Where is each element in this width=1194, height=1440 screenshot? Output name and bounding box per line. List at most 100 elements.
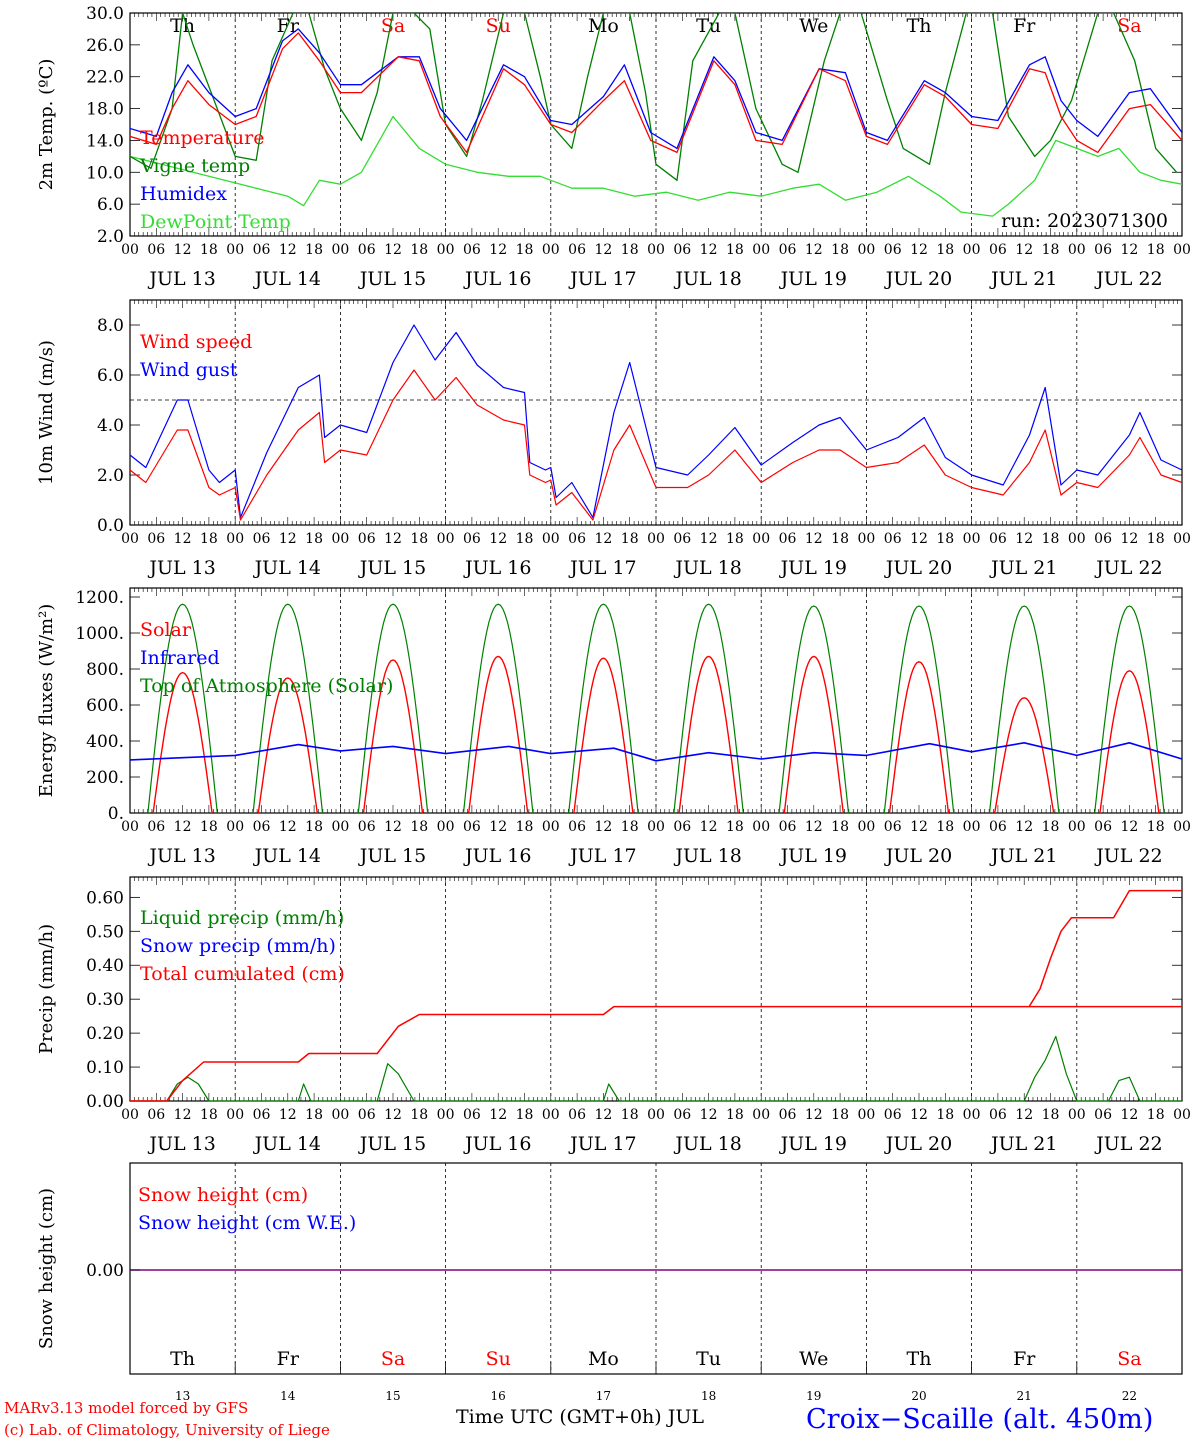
date-label: JUL 18: [673, 268, 741, 290]
hour-tick-label: 00: [437, 819, 455, 835]
station-name: Croix−Scaille (alt. 450m): [806, 1404, 1153, 1435]
hour-tick-label: 06: [568, 242, 586, 258]
hour-tick-label: 18: [516, 531, 534, 547]
hour-tick-label: 18: [936, 242, 954, 258]
date-label: JUL 14: [253, 1133, 321, 1155]
hour-tick-label: 06: [779, 819, 797, 835]
hour-tick-label: 06: [989, 531, 1007, 547]
y-tick-label: 0.40: [86, 956, 124, 976]
weekday-label: Fr: [1013, 1348, 1036, 1370]
day-number-label: 19: [806, 1389, 821, 1403]
series-humidex: [130, 28, 1182, 150]
date-label: JUL 18: [673, 845, 741, 867]
hour-tick-label: 00: [226, 242, 244, 258]
hour-tick-label: 00: [331, 819, 349, 835]
hour-tick-label: 18: [936, 819, 954, 835]
toa-solar-curve: [252, 603, 324, 814]
hour-tick-label: 00: [542, 242, 560, 258]
weekday-label: Sa: [381, 15, 405, 37]
hour-tick-label: 18: [410, 819, 428, 835]
hour-tick-label: 12: [279, 819, 297, 835]
solar-curve: [362, 659, 424, 814]
hour-tick-label: 00: [857, 531, 875, 547]
hour-tick-label: 00: [1173, 531, 1191, 547]
date-label: JUL 14: [253, 268, 321, 290]
date-label: JUL 17: [568, 268, 636, 290]
hour-tick-label: 06: [884, 819, 902, 835]
toa-solar-curve: [568, 603, 639, 814]
weekday-label: Fr: [1013, 15, 1036, 37]
hour-tick-label: 12: [384, 1107, 402, 1123]
date-label: JUL 16: [463, 1133, 531, 1155]
y-axis-label: Precip (mm/h): [36, 924, 57, 1054]
weekday-label: Sa: [1117, 15, 1141, 37]
legend-entry: Vigne temp: [139, 155, 250, 177]
legend-entry: Liquid precip (mm/h): [140, 907, 344, 929]
hour-tick-label: 18: [831, 242, 849, 258]
hour-tick-label: 12: [1120, 242, 1138, 258]
hour-tick-label: 18: [410, 531, 428, 547]
legend-entry: Wind speed: [140, 331, 252, 353]
hour-tick-label: 18: [936, 531, 954, 547]
hour-tick-label: 18: [200, 242, 218, 258]
lab-credit: (c) Lab. of Climatology, University of L…: [4, 1421, 330, 1439]
hour-tick-label: 18: [936, 1107, 954, 1123]
hour-tick-label: 00: [121, 531, 139, 547]
hour-tick-label: 06: [253, 242, 271, 258]
hour-tick-label: 00: [647, 531, 665, 547]
y-axis-label: Energy fluxes (W/m²): [36, 604, 57, 798]
hour-tick-label: 18: [1042, 242, 1060, 258]
hour-tick-label: 18: [726, 819, 744, 835]
weekday-label: Fr: [277, 15, 300, 37]
date-label: JUL 22: [1094, 1133, 1162, 1155]
hour-tick-label: 00: [331, 1107, 349, 1123]
date-label: JUL 15: [358, 1133, 426, 1155]
day-number-label: 22: [1122, 1389, 1137, 1403]
hour-tick-label: 12: [805, 819, 823, 835]
toa-solar-curve: [462, 603, 534, 814]
hour-tick-label: 06: [673, 1107, 691, 1123]
hour-tick-label: 12: [700, 531, 718, 547]
plot-frame: [129, 587, 1183, 814]
hour-tick-label: 12: [489, 1107, 507, 1123]
model-credit: MARv3.13 model forced by GFS: [4, 1399, 248, 1417]
hour-tick-label: 00: [963, 819, 981, 835]
hour-tick-label: 12: [174, 819, 192, 835]
hour-tick-label: 00: [437, 1107, 455, 1123]
hour-tick-label: 12: [910, 531, 928, 547]
legend-entry: Wind gust: [140, 359, 238, 381]
hour-tick-label: 06: [358, 1107, 376, 1123]
y-tick-label: 800.: [86, 660, 124, 680]
snow-panel: 0.00 Snow height (cm) Snow height (cm) Snow…: [36, 1162, 1183, 1403]
y-tick-label: 1000.: [75, 624, 124, 644]
wind-panel: 0.0 2.0 4.0 6.0 8.0 10m Wind (m/s) Wind speed W…: [36, 299, 1191, 579]
date-label: JUL 17: [568, 1133, 636, 1155]
legend-entry: Total cumulated (cm): [140, 963, 345, 985]
solar-curve: [783, 655, 844, 814]
hour-tick-label: 00: [752, 1107, 770, 1123]
hour-tick-label: 06: [358, 242, 376, 258]
hour-tick-label: 12: [700, 242, 718, 258]
hour-tick-label: 12: [1120, 819, 1138, 835]
hour-tick-label: 00: [1173, 819, 1191, 835]
hour-tick-label: 00: [857, 1107, 875, 1123]
date-label: JUL 22: [1094, 845, 1162, 867]
hour-tick-label: 06: [779, 531, 797, 547]
y-tick-label: 18.0: [86, 100, 124, 120]
hour-tick-label: 18: [1147, 819, 1165, 835]
run-label: run: 2023071300: [1001, 210, 1168, 232]
date-label: JUL 20: [884, 1133, 952, 1155]
plot-frame: [129, 12, 1183, 237]
y-tick-label: 1200.: [75, 588, 124, 608]
hour-tick-label: 18: [726, 242, 744, 258]
date-label: JUL 15: [358, 557, 426, 579]
hour-tick-label: 18: [621, 531, 639, 547]
date-label: JUL 15: [358, 268, 426, 290]
hour-tick-label: 18: [410, 1107, 428, 1123]
hour-tick-label: 06: [779, 242, 797, 258]
y-tick-label: 6.0: [97, 366, 124, 386]
hour-tick-label: 00: [752, 531, 770, 547]
weekday-label: We: [799, 1348, 828, 1370]
hour-tick-label: 06: [463, 531, 481, 547]
weekday-label: Tu: [696, 1348, 721, 1370]
